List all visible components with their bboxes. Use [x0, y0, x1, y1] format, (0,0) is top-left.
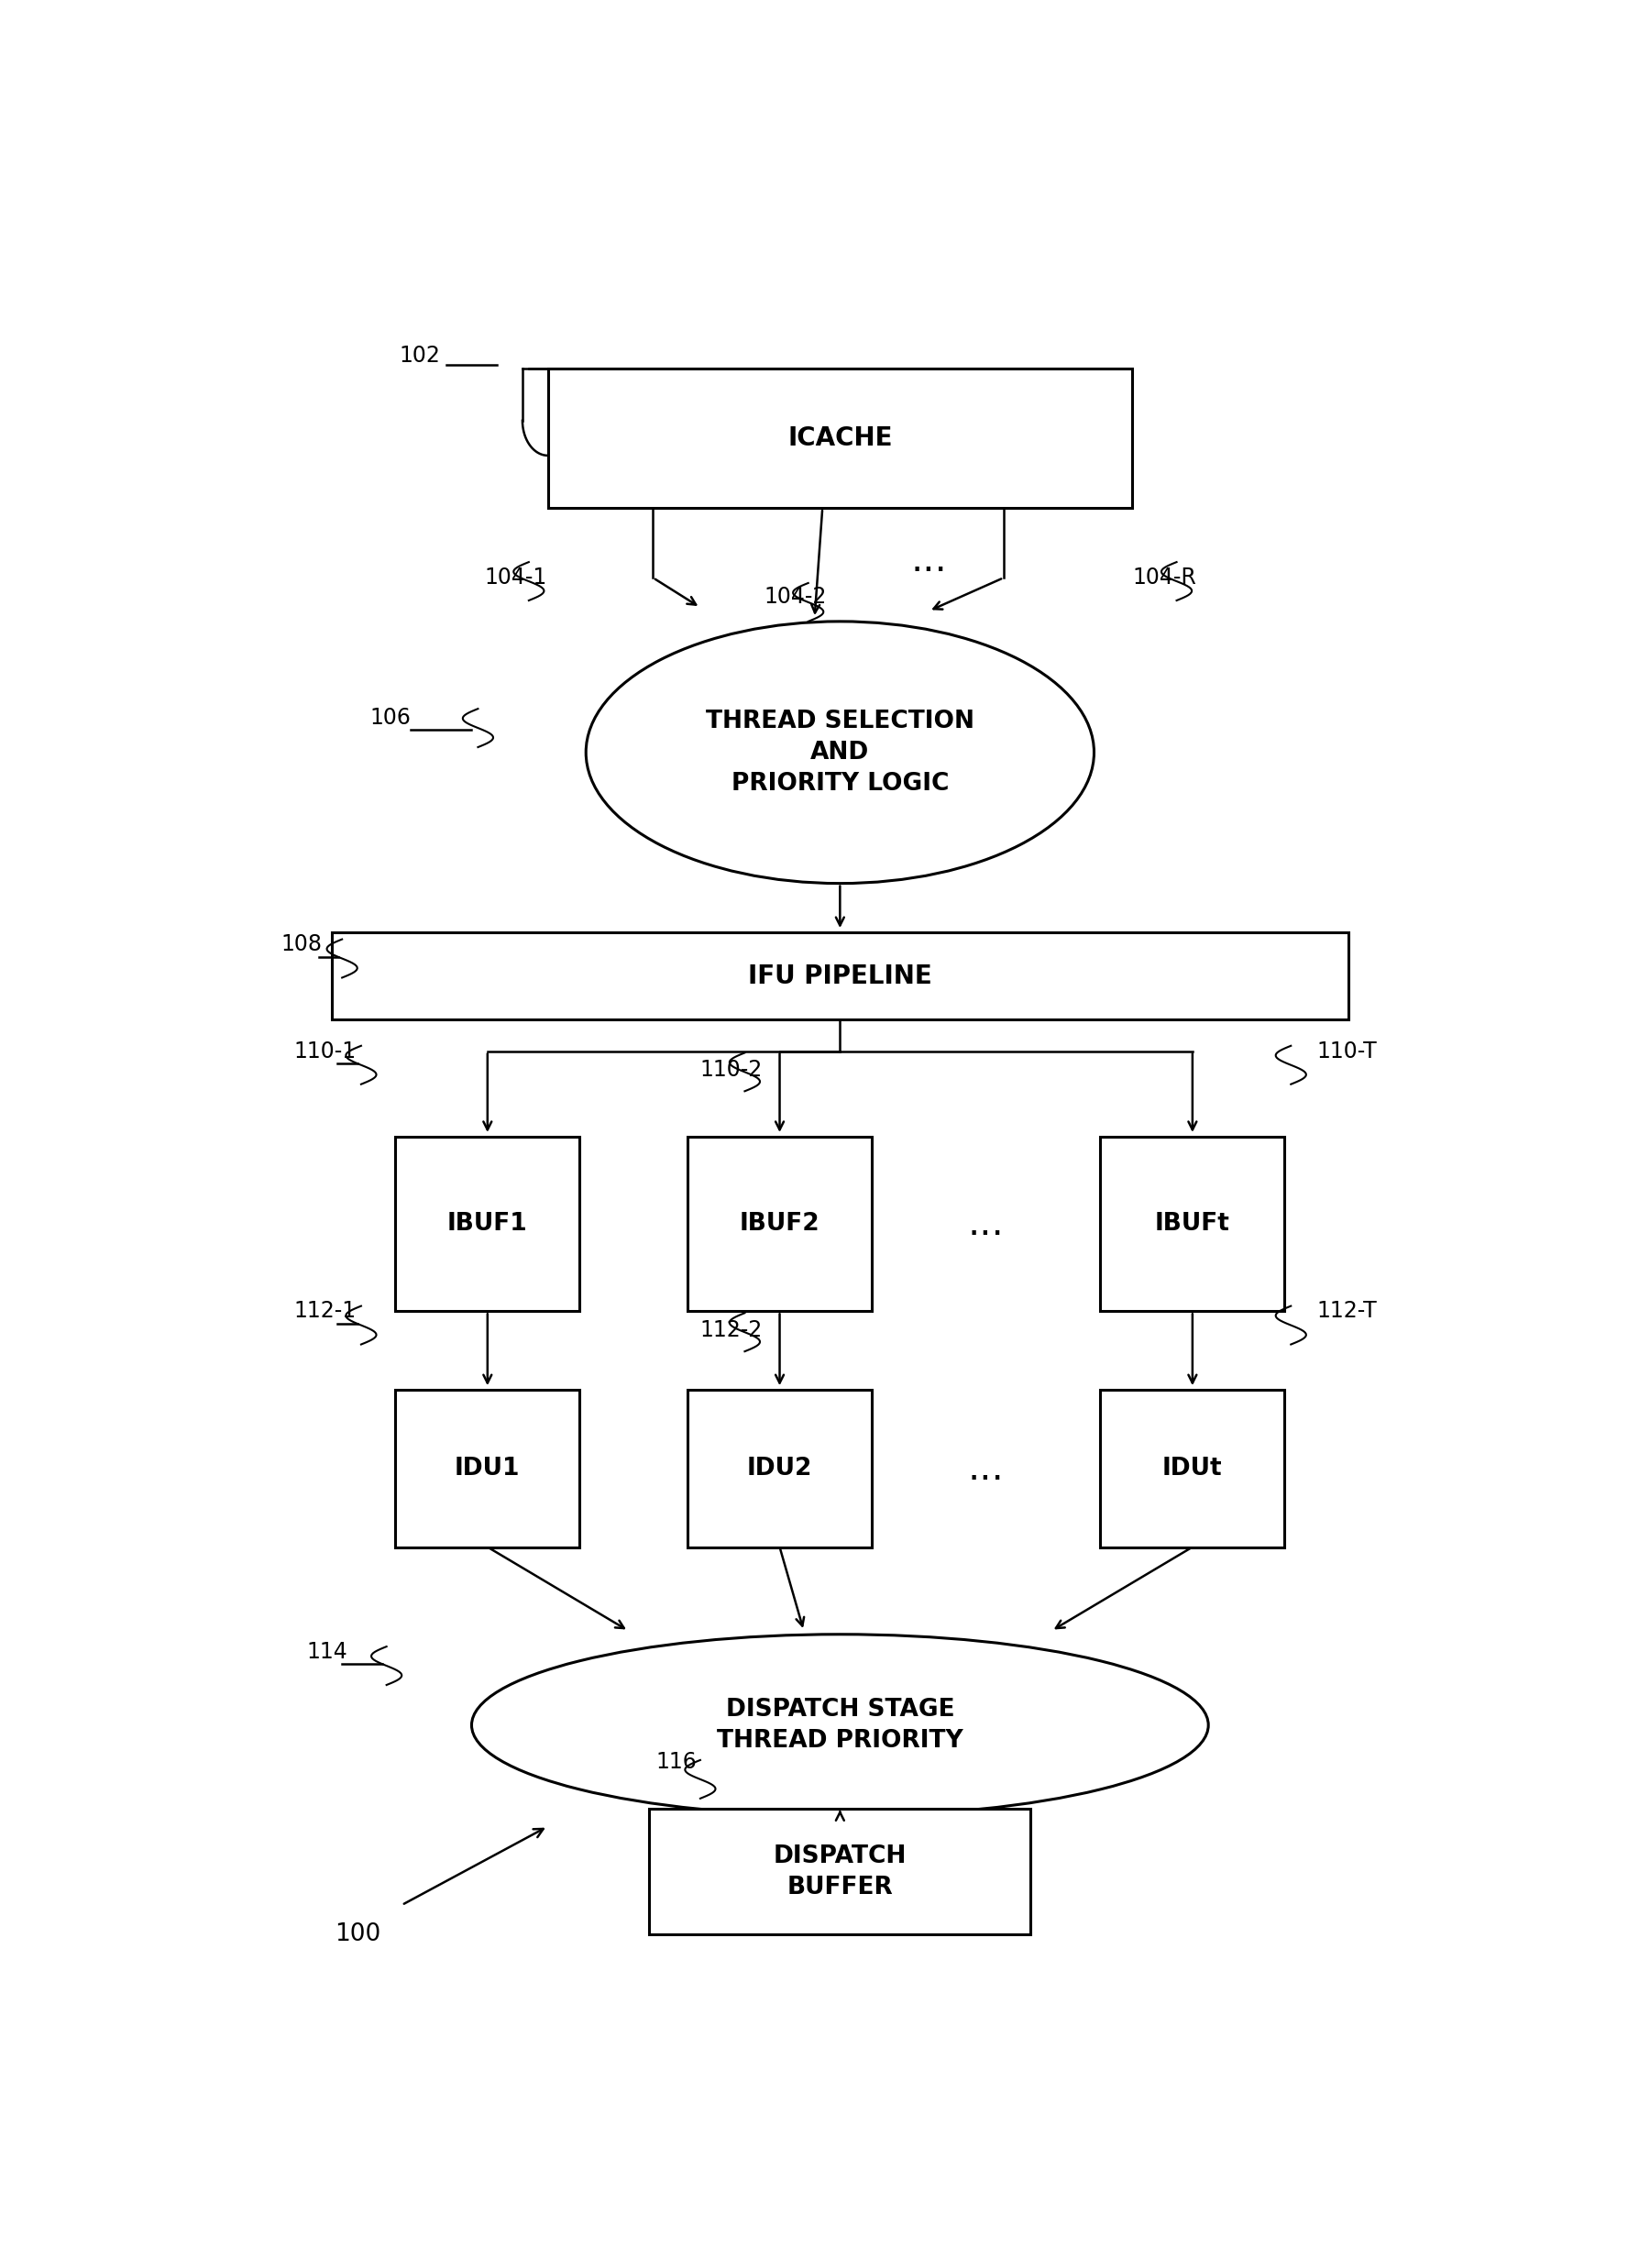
Text: DISPATCH
BUFFER: DISPATCH BUFFER: [774, 1844, 906, 1898]
Bar: [1100, 1136, 1285, 1311]
Bar: [547, 367, 1133, 508]
Bar: [688, 1390, 872, 1547]
Bar: [1100, 1390, 1285, 1547]
Text: 108: 108: [282, 934, 323, 955]
Text: 104-1: 104-1: [485, 567, 547, 590]
Text: 116: 116: [656, 1751, 697, 1774]
Text: THREAD SELECTION
AND
PRIORITY LOGIC: THREAD SELECTION AND PRIORITY LOGIC: [706, 710, 974, 796]
Bar: [688, 1136, 872, 1311]
Text: IBUF2: IBUF2: [739, 1211, 820, 1236]
Text: DISPATCH STAGE
THREAD PRIORITY: DISPATCH STAGE THREAD PRIORITY: [716, 1699, 964, 1753]
Ellipse shape: [472, 1635, 1208, 1817]
Text: ...: ...: [969, 1449, 1005, 1488]
Text: ...: ...: [911, 542, 947, 581]
Text: 112-1: 112-1: [293, 1300, 356, 1322]
Text: 110-1: 110-1: [293, 1041, 356, 1061]
Text: 110-T: 110-T: [1316, 1041, 1377, 1061]
Text: 104-2: 104-2: [764, 585, 826, 608]
Text: IDUt: IDUt: [1162, 1456, 1223, 1481]
Text: ...: ...: [969, 1204, 1005, 1243]
Bar: [331, 932, 1347, 1021]
Ellipse shape: [587, 621, 1095, 882]
Text: 102: 102: [398, 345, 439, 367]
Bar: [395, 1390, 580, 1547]
Bar: [395, 1136, 580, 1311]
Text: 114: 114: [306, 1640, 347, 1662]
Text: IBUFt: IBUFt: [1155, 1211, 1229, 1236]
Text: IDU1: IDU1: [454, 1456, 520, 1481]
Text: 112-2: 112-2: [700, 1320, 762, 1340]
Text: IFU PIPELINE: IFU PIPELINE: [747, 964, 933, 989]
Text: 112-T: 112-T: [1316, 1300, 1377, 1322]
Text: IBUF1: IBUF1: [447, 1211, 528, 1236]
Text: 104-R: 104-R: [1133, 567, 1196, 590]
Text: IDU2: IDU2: [747, 1456, 813, 1481]
Text: 110-2: 110-2: [700, 1059, 762, 1082]
Text: 100: 100: [334, 1923, 380, 1946]
Text: ICACHE: ICACHE: [787, 424, 893, 451]
Text: 106: 106: [370, 705, 411, 728]
Bar: [649, 1810, 1031, 1935]
